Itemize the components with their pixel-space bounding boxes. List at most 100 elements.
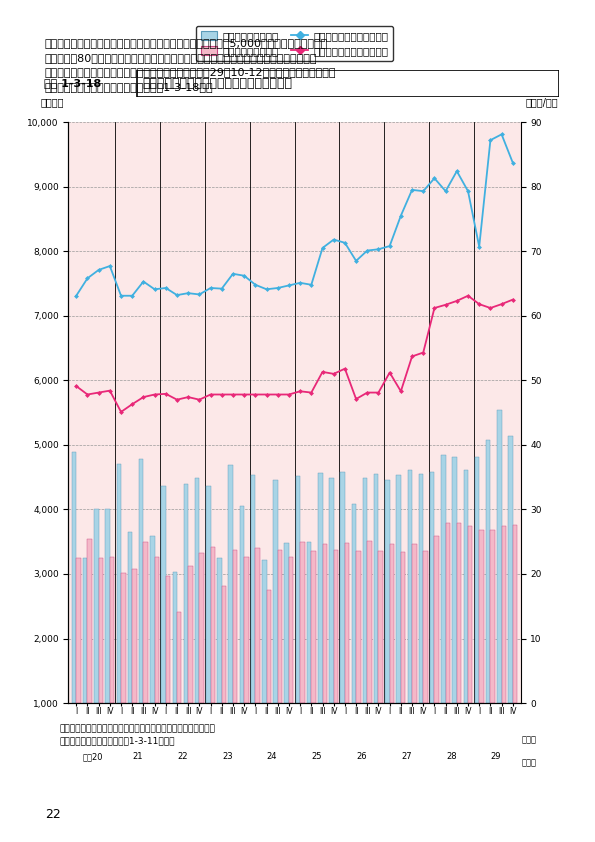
Bar: [262, 560, 267, 703]
Bar: [497, 410, 502, 703]
Bar: [228, 465, 233, 703]
Text: 首都圏・近畿圏の新築マンション価格の推移: 首都圏・近畿圏の新築マンション価格の推移: [143, 77, 293, 90]
Bar: [419, 474, 423, 703]
Legend: 首都圈（平均価格）, 近畟圈（平均価格）, 首都圏（㎡単価）（右軸）, 近畿圏（㎡単価）（右軸）: 首都圈（平均価格）, 近畟圈（平均価格）, 首都圏（㎡単価）（右軸）, 近畿圏（…: [196, 25, 393, 61]
Text: 29: 29: [491, 753, 501, 761]
Text: 23: 23: [222, 753, 233, 761]
Bar: [296, 476, 300, 703]
Bar: [464, 470, 468, 703]
Bar: [385, 480, 390, 703]
Bar: [352, 504, 356, 703]
Bar: [318, 473, 322, 703]
Bar: [99, 558, 103, 703]
Bar: [94, 509, 99, 703]
Bar: [139, 459, 143, 703]
Bar: [300, 542, 305, 703]
Bar: [177, 612, 181, 703]
Text: （期）: （期）: [522, 735, 537, 744]
Bar: [166, 576, 170, 703]
Bar: [307, 542, 311, 703]
Bar: [284, 543, 289, 703]
Bar: [155, 557, 159, 703]
Bar: [446, 523, 450, 703]
Bar: [206, 487, 211, 703]
Text: 24: 24: [267, 753, 277, 761]
Bar: [390, 545, 394, 703]
Bar: [452, 457, 457, 703]
Text: 平成20: 平成20: [83, 753, 104, 761]
Bar: [150, 536, 155, 703]
Text: 25: 25: [312, 753, 322, 761]
Text: （年）: （年）: [522, 759, 537, 767]
Bar: [110, 557, 114, 703]
Bar: [251, 475, 255, 703]
Bar: [199, 553, 204, 703]
Text: 21: 21: [133, 753, 143, 761]
Bar: [278, 550, 282, 703]
Text: 26: 26: [356, 753, 367, 761]
Bar: [479, 530, 484, 703]
Bar: [423, 552, 428, 703]
Text: 27: 27: [401, 753, 412, 761]
Bar: [502, 525, 506, 703]
Bar: [430, 472, 434, 703]
Bar: [475, 457, 479, 703]
Bar: [195, 478, 199, 703]
Bar: [374, 474, 378, 703]
Bar: [412, 545, 416, 703]
Text: 資料：㈱不動産経済研究所「全国マンション市場動向」より作成: 資料：㈱不動産経済研究所「全国マンション市場動向」より作成: [60, 724, 215, 733]
Bar: [334, 550, 338, 703]
Bar: [128, 532, 132, 703]
Bar: [513, 525, 517, 703]
Bar: [396, 475, 401, 703]
Bar: [121, 573, 126, 703]
Bar: [468, 526, 472, 703]
Bar: [356, 552, 361, 703]
Bar: [132, 568, 137, 703]
Bar: [508, 436, 513, 703]
Bar: [441, 456, 446, 703]
Bar: [184, 483, 188, 703]
Bar: [72, 452, 76, 703]
Bar: [329, 478, 334, 703]
Bar: [322, 545, 327, 703]
Bar: [117, 464, 121, 703]
Bar: [340, 472, 345, 703]
Bar: [76, 558, 81, 703]
Bar: [143, 542, 148, 703]
Bar: [311, 552, 316, 703]
Bar: [434, 536, 439, 703]
Bar: [378, 552, 383, 703]
Bar: [401, 552, 405, 703]
Bar: [363, 478, 367, 703]
Bar: [222, 586, 226, 703]
Bar: [87, 539, 92, 703]
Bar: [188, 566, 193, 703]
Bar: [408, 471, 412, 703]
Text: 22: 22: [177, 753, 188, 761]
Bar: [267, 590, 271, 703]
Bar: [83, 558, 87, 703]
Bar: [490, 530, 495, 703]
Bar: [273, 480, 278, 703]
FancyBboxPatch shape: [42, 70, 559, 97]
Bar: [233, 550, 237, 703]
Bar: [211, 547, 215, 703]
Text: （万円/㎡）: （万円/㎡）: [525, 98, 558, 108]
FancyBboxPatch shape: [42, 70, 137, 97]
Bar: [105, 509, 110, 703]
Bar: [255, 547, 260, 703]
Bar: [457, 523, 461, 703]
Bar: [240, 506, 244, 703]
Text: 22: 22: [45, 808, 60, 822]
Bar: [289, 557, 293, 703]
Text: 注：首都圏、近畿圏は図表1-3-11に同じ: 注：首都圏、近畿圏は図表1-3-11に同じ: [60, 736, 175, 745]
Bar: [367, 541, 372, 703]
Bar: [217, 558, 222, 703]
Bar: [244, 557, 249, 703]
Text: 28: 28: [446, 753, 456, 761]
Text: 図表 1-3-18: 図表 1-3-18: [44, 78, 102, 88]
Bar: [161, 486, 166, 703]
Bar: [173, 573, 177, 703]
Text: 新築マンションの価格については、首都圏では、平均価格が5,000万円台後半で、１㎡あ
たり単価が80万円台の高水準となっている。近畿圏では、平均価格についてはや: 新築マンションの価格については、首都圏では、平均価格が5,000万円台後半で、１…: [45, 38, 336, 93]
